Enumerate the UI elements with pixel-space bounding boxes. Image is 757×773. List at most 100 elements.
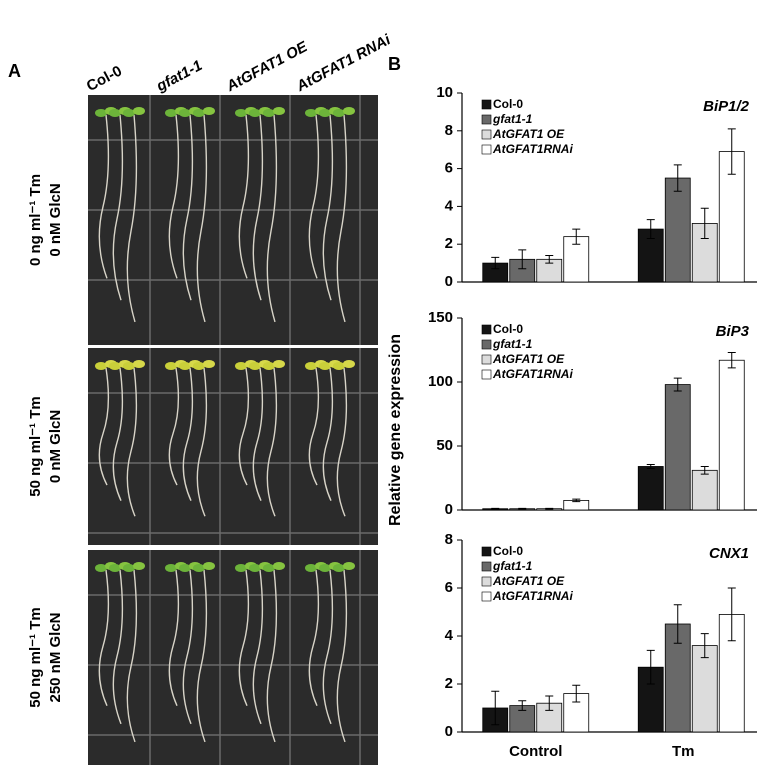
bar: [563, 236, 590, 283]
row-label: 250 nM GlcN: [47, 612, 64, 702]
legend-swatch: [481, 369, 492, 380]
leaf: [305, 362, 317, 370]
row-label: 50 ng ml⁻¹ Tm: [27, 607, 44, 707]
error-bar: [572, 684, 581, 703]
leaf: [273, 562, 285, 570]
leaf: [95, 564, 107, 572]
legend-label: gfat1-1: [492, 337, 533, 351]
error-bar: [727, 352, 736, 369]
leaf: [165, 362, 177, 370]
chart-title: BiP3: [716, 323, 750, 340]
leaf: [109, 109, 121, 117]
error-bar: [518, 700, 527, 711]
error-bar: [700, 633, 709, 659]
leaf: [95, 109, 107, 117]
y-tick-label: 0: [445, 723, 453, 740]
root: [168, 569, 180, 707]
y-tick-label: 6: [445, 579, 453, 596]
root: [238, 114, 250, 279]
leaf: [123, 564, 135, 572]
row-label: 0 nM GlcN: [47, 410, 64, 483]
leaf: [273, 107, 285, 115]
chart-title: BiP1/2: [703, 98, 750, 115]
leaf: [203, 562, 215, 570]
leaf: [193, 109, 205, 117]
root: [182, 569, 194, 725]
root: [322, 569, 334, 725]
root: [126, 569, 138, 743]
root: [252, 367, 264, 501]
legend-label: AtGFAT1 OE: [492, 127, 565, 141]
leaf: [343, 562, 355, 570]
leaf: [343, 360, 355, 368]
leaf: [263, 109, 275, 117]
y-tick-label: 4: [445, 197, 454, 214]
root: [322, 114, 334, 301]
leaf: [123, 109, 135, 117]
root: [252, 114, 264, 301]
row-label: 0 nM GlcN: [47, 183, 64, 256]
bar: [637, 466, 664, 511]
leaf: [235, 564, 247, 572]
leaf: [165, 564, 177, 572]
leaf: [193, 564, 205, 572]
leaf: [319, 109, 331, 117]
root: [196, 114, 208, 323]
bar: [664, 384, 691, 511]
error-bar: [646, 464, 655, 469]
legend-label: Col-0: [493, 322, 523, 336]
row-label: 50 ng ml⁻¹ Tm: [27, 396, 44, 496]
leaf: [263, 362, 275, 370]
row-label: 0 ng ml⁻¹ Tm: [27, 174, 44, 266]
leaf: [165, 109, 177, 117]
y-tick-label: 10: [436, 84, 453, 101]
leaf: [249, 564, 261, 572]
error-bar: [491, 256, 500, 270]
legend-label: AtGFAT1RNAi: [492, 589, 573, 603]
root: [336, 114, 348, 323]
photo: [88, 95, 378, 345]
root: [266, 367, 278, 517]
leaf: [109, 362, 121, 370]
error-bar: [545, 255, 554, 264]
root: [196, 367, 208, 517]
leaf: [133, 107, 145, 115]
legend-label: AtGFAT1 OE: [492, 574, 565, 588]
y-tick-label: 8: [445, 531, 453, 548]
y-axis-label: Relative gene expression: [387, 334, 404, 526]
bar: [718, 614, 745, 733]
legend-swatch: [481, 114, 492, 125]
root: [252, 569, 264, 725]
error-bar: [673, 164, 682, 192]
leaf: [179, 109, 191, 117]
root: [336, 367, 348, 517]
error-bar: [491, 690, 500, 726]
y-tick-label: 100: [428, 373, 453, 390]
bar: [691, 645, 718, 733]
root: [336, 569, 348, 743]
legend-label: AtGFAT1RNAi: [492, 142, 573, 156]
y-tick-label: 4: [445, 627, 454, 644]
bar: [718, 359, 745, 511]
root: [308, 114, 320, 279]
leaf: [203, 360, 215, 368]
error-bar: [646, 649, 655, 685]
error-bar: [727, 587, 736, 642]
legend-swatch: [481, 144, 492, 155]
root: [112, 569, 124, 725]
photo: [88, 550, 378, 765]
error-bar: [491, 507, 500, 510]
root: [196, 569, 208, 743]
bar: [691, 469, 718, 511]
error-bar: [700, 465, 709, 475]
chart-title: CNX1: [709, 545, 749, 562]
legend-label: gfat1-1: [492, 559, 533, 573]
error-bar: [545, 507, 554, 510]
legend-swatch: [481, 324, 492, 335]
leaf: [333, 362, 345, 370]
legend-swatch: [481, 129, 492, 140]
leaf: [273, 360, 285, 368]
legend-label: Col-0: [493, 544, 523, 558]
root: [168, 367, 180, 486]
